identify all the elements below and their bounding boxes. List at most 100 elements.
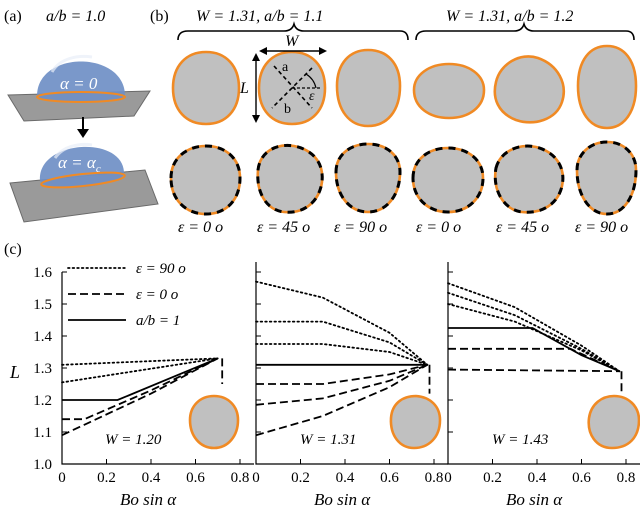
series-layer [61, 357, 224, 437]
contact-line-dashed [411, 146, 485, 214]
series-line [447, 303, 621, 373]
y-tick-label: 1.2 [33, 393, 52, 409]
arrow-left-icon [259, 47, 267, 55]
x-tick-label: 0.2 [97, 470, 116, 486]
contact-line-top [36, 91, 126, 103]
cap-highlight-top [50, 54, 93, 73]
y-tick-labels: 1.0 1.1 1.2 1.3 1.4 1.5 1.6 [33, 265, 52, 473]
series-layer [255, 280, 431, 437]
brace-group1 [177, 21, 409, 41]
x-tick-label: 0 [252, 470, 260, 486]
alpha-top-label: α = 0 [60, 74, 98, 93]
drop-shape [575, 140, 638, 216]
panel-a: (a) a/b = 1.0 α = 0 α = αc [4, 8, 159, 223]
drop-shape [576, 44, 638, 130]
inset-drop-shape [188, 394, 240, 450]
arrow-right-icon [319, 47, 327, 55]
x-tick-label: 0.6 [380, 470, 399, 486]
x-tick-labels: 0 0.2 0.4 0.6 0.8 [252, 459, 443, 486]
x-tick-label: 0.6 [572, 470, 591, 486]
epsilon-label: ε = 0 o [416, 219, 461, 236]
major-axis-line [273, 65, 313, 109]
legend-label: a/b = 1 [136, 313, 180, 329]
inset-drop-shape [389, 394, 442, 450]
arrow-up-icon [252, 53, 260, 61]
epsilon-label: ε = 0 o [178, 219, 223, 236]
legend: ε = 90 o ε = 0 o a/b = 1 [67, 261, 186, 329]
axis-b-label: b [284, 102, 291, 117]
series-line [448, 327, 620, 373]
y-tick-label: 1.5 [33, 297, 52, 313]
panel-a-label: (a) [4, 8, 22, 25]
y-tick-label: 1.1 [33, 425, 52, 441]
panel-b-label: (b) [150, 8, 169, 25]
x-tick-label: 0.2 [483, 470, 502, 486]
drop-shape [493, 55, 565, 124]
panel-c-label: (c) [4, 241, 22, 258]
drop-shape [335, 48, 402, 128]
panel-w-label: W = 1.31 [300, 432, 356, 448]
panel-w-label: W = 1.20 [105, 432, 162, 448]
contact-line-dashed [169, 144, 242, 216]
x-tick-label: 0.6 [186, 470, 205, 486]
x-axis-label: Bo sin α [120, 490, 177, 509]
x-tick-label: 0.8 [231, 470, 250, 486]
contact-line-tilted [40, 171, 126, 189]
epsilon-label: ε = 90 o [334, 219, 387, 236]
x-tick-label: 0.4 [528, 470, 547, 486]
x-axis-label: Bo sin α [314, 490, 371, 509]
drop-shape [412, 62, 486, 120]
x-axis-label: Bo sin α [506, 490, 563, 509]
arrow-head-icon [77, 129, 89, 138]
plot-w131: 0 0.2 0.4 0.6 0.8 [252, 262, 448, 486]
legend-label: ε = 90 o [136, 261, 186, 277]
x-tick-label: 0 [444, 470, 452, 486]
plot-w120: 0 0.2 0.4 0.6 0.8 [58, 271, 254, 486]
panel-c: (c) L 1.0 1.1 1.2 1.3 1.4 1.5 1.6 0 0.2 0.… [4, 241, 640, 509]
drop-shape [334, 142, 402, 214]
y-tick-label: 1.6 [33, 265, 52, 281]
series-line [448, 347, 620, 373]
brace-group2 [415, 21, 635, 41]
epsilon-labels: ε = 0 o ε = 45 o ε = 90 o ε = 0 o ε = 45… [178, 219, 628, 236]
group2-title: W = 1.31, a/b = 1.2 [446, 8, 573, 25]
x-tick-label: 0.4 [142, 470, 161, 486]
series-line [255, 320, 429, 366]
alpha-c-label: α = αc [58, 153, 101, 175]
x-tick-labels: 0 0.2 0.4 0.6 0.8 [58, 459, 249, 486]
x-tick-label: 0.4 [336, 470, 355, 486]
series-line [255, 280, 429, 366]
series-layer [447, 282, 623, 394]
inset-drop-shape [587, 394, 640, 450]
length-label: L [239, 80, 249, 97]
series-line [61, 357, 219, 366]
series-line [255, 343, 429, 366]
epsilon-label: ε = 90 o [575, 219, 628, 236]
axis-a-label: a [282, 60, 289, 75]
panel-w-label: W = 1.43 [492, 432, 548, 448]
contact-line-dashed [493, 144, 565, 214]
series-line [447, 368, 620, 373]
epsilon-angle-arc [305, 73, 317, 89]
series-line [61, 357, 219, 384]
contact-line-dashed [334, 142, 402, 214]
panel-b: (b) W = 1.31, a/b = 1.1 W = 1.31, a/b = … [150, 8, 638, 236]
panel-a-ratio: a/b = 1.0 [46, 8, 105, 25]
drop-shape [256, 144, 324, 214]
x-tick-label: 0.2 [291, 470, 310, 486]
x-tick-label: 0 [58, 470, 66, 486]
x-tick-labels: 0 0.2 0.4 0.6 0.8 [444, 459, 635, 486]
series-line [255, 363, 428, 406]
x-tick-label: 0.8 [425, 470, 444, 486]
drop-shape [171, 50, 241, 126]
epsilon-label: ε = 45 o [496, 219, 549, 236]
group1-title: W = 1.31, a/b = 1.1 [196, 8, 323, 25]
series-line [256, 363, 428, 385]
arrow-down-icon [252, 115, 260, 123]
epsilon-label: ε = 45 o [257, 219, 310, 236]
x-tick-label: 0.8 [617, 470, 636, 486]
y-tick-label: 1.4 [33, 329, 52, 345]
legend-label: ε = 0 o [136, 287, 179, 303]
series-line [447, 282, 621, 373]
